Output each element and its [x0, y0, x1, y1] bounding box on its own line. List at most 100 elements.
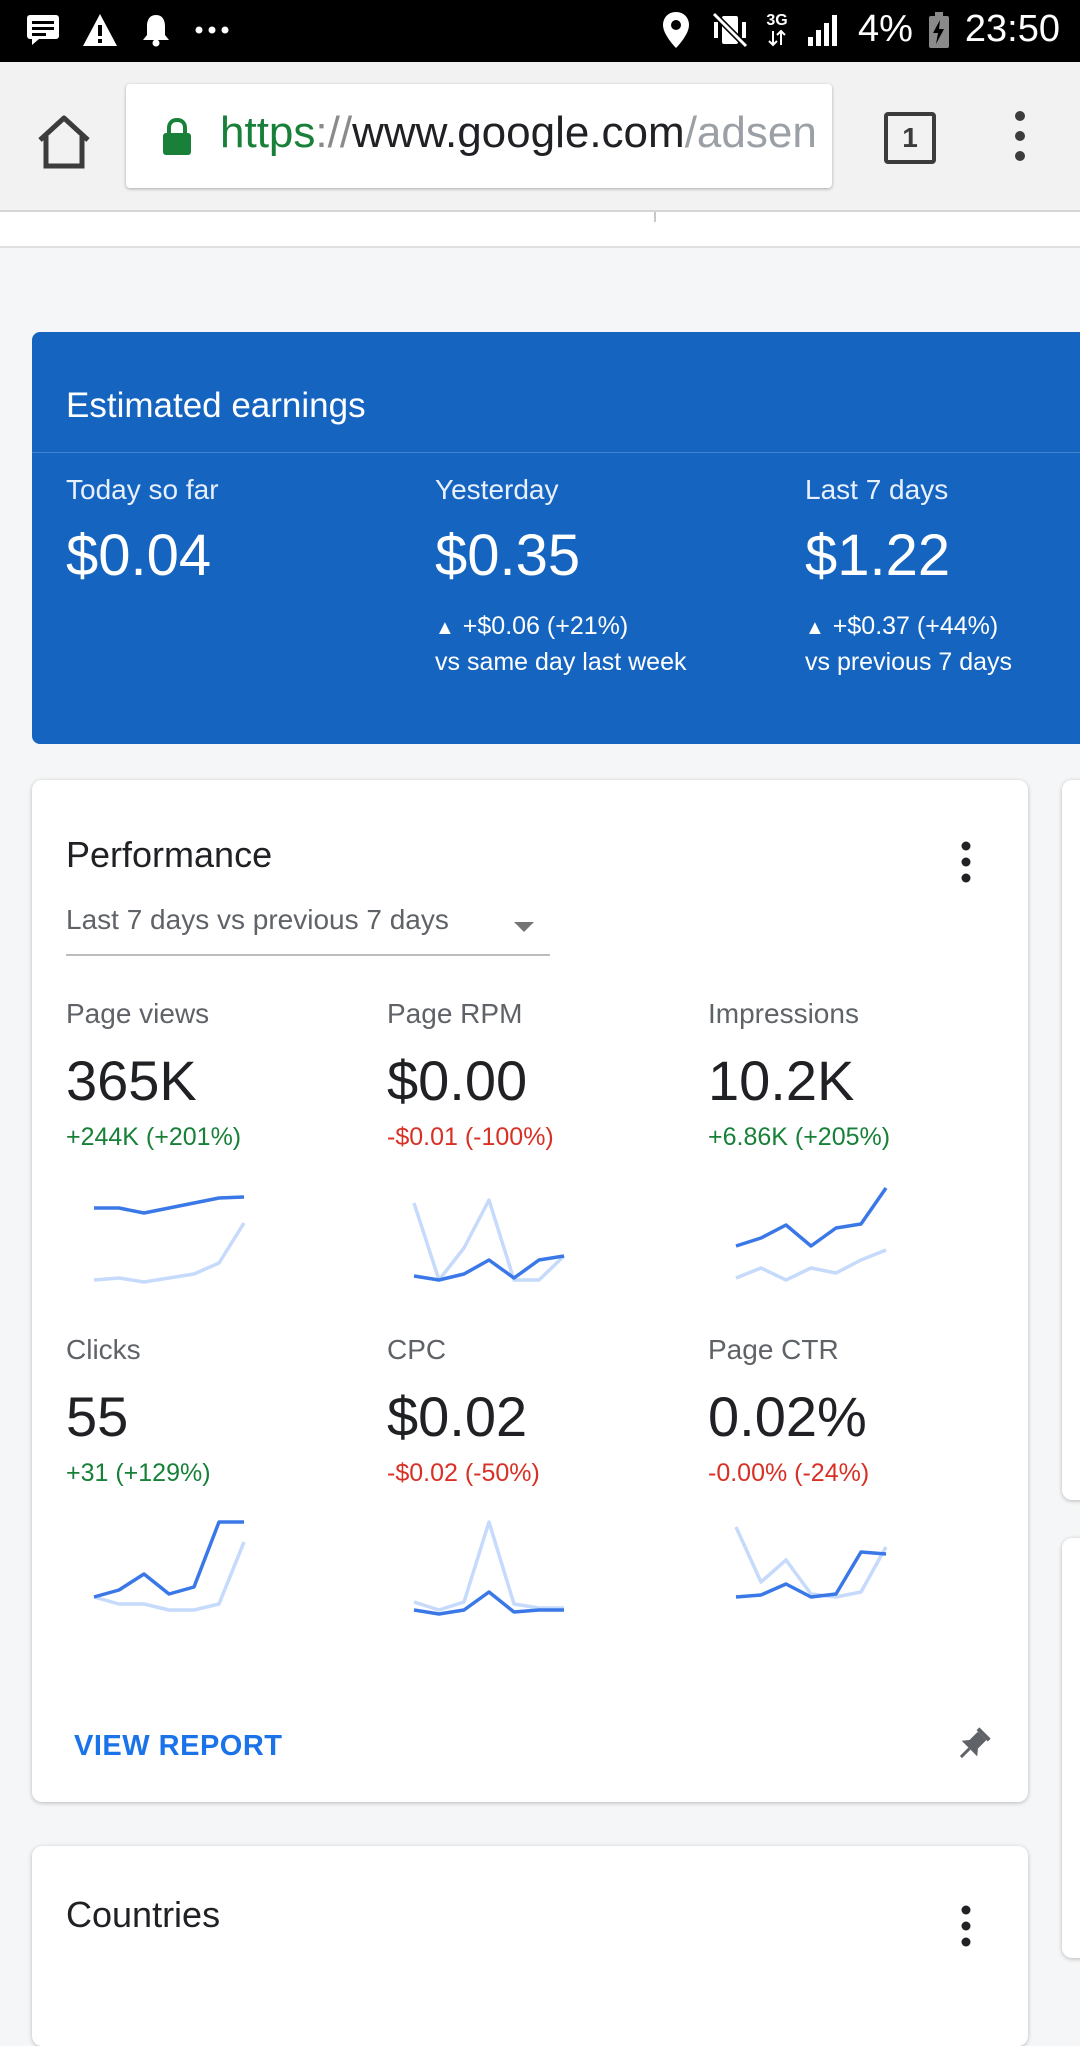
metric-value: 365K	[66, 1049, 197, 1112]
status-bar: 3G 4% 23:50	[0, 0, 1080, 62]
sparkline-current-series	[735, 1187, 888, 1248]
metric-value: 0.02%	[708, 1385, 867, 1448]
up-triangle-icon: ▲	[805, 617, 825, 639]
next-card-peek	[1062, 780, 1080, 1500]
lock-icon	[162, 117, 192, 161]
more-icon	[192, 10, 232, 50]
earnings-delta-value: +$0.06 (+21%)	[462, 612, 629, 640]
earnings-delta: ▲ +$0.37 (+44%) vs previous 7 days	[805, 609, 1012, 679]
sparkline-clicks	[93, 1520, 246, 1612]
sparkline-current-series	[413, 1254, 565, 1282]
sparkline-page-ctr	[734, 1526, 888, 1599]
metric-delta: -$0.01 (-100%)	[387, 1123, 554, 1151]
url-scheme: https	[220, 108, 316, 157]
metric-impressions[interactable]: Impressions 10.2K +6.86K (+205%)	[708, 998, 1008, 1152]
more-vert-icon	[1015, 111, 1025, 161]
estimated-earnings-card[interactable]: Estimated earnings Today so far $0.04 Ye…	[32, 332, 1080, 744]
metric-label: Impressions	[708, 998, 859, 1029]
metric-delta: +31 (+129%)	[66, 1459, 211, 1487]
sparkline-impressions	[735, 1187, 888, 1282]
view-report-link[interactable]: VIEW REPORT	[74, 1730, 283, 1762]
earnings-yesterday: Yesterday $0.35 ▲ +$0.06 (+21%) vs same d…	[435, 474, 687, 679]
sparkline-current-series	[735, 1550, 887, 1599]
metric-label: Clicks	[66, 1334, 141, 1365]
signal-icon	[804, 10, 844, 50]
message-icon	[24, 10, 64, 50]
metric-page-views[interactable]: Page views 365K +244K (+201%)	[66, 998, 366, 1152]
countries-more-button[interactable]	[958, 1904, 974, 1948]
sparkline-page-rpm	[412, 1198, 566, 1282]
earnings-label: Today so far	[66, 474, 219, 505]
next-card-peek	[1062, 1538, 1080, 1958]
earnings-compare: vs same day last week	[435, 648, 687, 676]
performance-title: Performance	[66, 834, 273, 875]
network-type: 3G	[766, 11, 788, 29]
performance-more-button[interactable]	[958, 840, 974, 884]
url-text: https://www.google.com/adsen	[220, 108, 817, 158]
metric-cpc[interactable]: CPC $0.02 -$0.02 (-50%)	[387, 1334, 687, 1488]
metric-value: 10.2K	[708, 1049, 855, 1112]
url-host: www.google.com	[352, 108, 685, 157]
metric-value: $0.02	[387, 1385, 528, 1448]
metric-label: Page views	[66, 998, 210, 1029]
metric-delta: -0.00% (-24%)	[708, 1459, 870, 1487]
dropdown-caret-icon	[514, 922, 534, 932]
countries-card: Countries	[32, 1846, 1028, 2046]
home-icon	[38, 115, 90, 169]
sparkline-current-series	[93, 1520, 244, 1599]
sparkline-current-series	[94, 1195, 245, 1215]
metric-delta: -$0.02 (-50%)	[387, 1459, 540, 1487]
earnings-compare: vs previous 7 days	[805, 648, 1013, 676]
browser-menu-button[interactable]	[1000, 106, 1040, 166]
home-button[interactable]	[32, 110, 96, 174]
notification-bell-icon	[136, 10, 176, 50]
countries-title: Countries	[66, 1894, 221, 1935]
sparkline-previous-series	[93, 1541, 246, 1612]
performance-card: Performance Last 7 days vs previous 7 da…	[32, 780, 1028, 1802]
sparkline-previous-series	[735, 1248, 887, 1282]
earnings-delta-value: +$0.37 (+44%)	[832, 612, 999, 640]
more-vert-icon	[961, 841, 971, 883]
date-range-value: Last 7 days vs previous 7 days	[66, 904, 449, 935]
earnings-value: $0.35	[435, 523, 581, 588]
metric-clicks[interactable]: Clicks 55 +31 (+129%)	[66, 1334, 366, 1488]
mute-vibrate-icon	[710, 10, 750, 50]
metric-value: $0.00	[387, 1049, 528, 1112]
metric-delta: +244K (+201%)	[66, 1123, 242, 1151]
metric-value: 55	[66, 1385, 129, 1448]
sparkline-previous-series	[734, 1526, 888, 1599]
more-vert-icon	[961, 1905, 971, 1947]
url-separator: ://	[315, 108, 353, 157]
up-triangle-icon: ▲	[435, 617, 455, 639]
earnings-today: Today so far $0.04	[66, 474, 219, 589]
sparkline-cpc	[413, 1520, 564, 1616]
earnings-label: Last 7 days	[805, 474, 949, 505]
metric-label: Page RPM	[387, 998, 523, 1029]
pin-icon	[959, 1727, 991, 1759]
sparkline-previous-series	[93, 1222, 246, 1284]
earnings-value: $0.04	[66, 523, 212, 588]
battery-percent: 4%	[857, 8, 913, 50]
sparkline-current-series	[413, 1590, 564, 1616]
metric-page-rpm[interactable]: Page RPM $0.00 -$0.01 (-100%)	[387, 998, 687, 1152]
page-content: Estimated earnings Today so far $0.04 Ye…	[0, 212, 1080, 2046]
location-icon	[656, 10, 696, 50]
network-3g-icon: 3G	[764, 10, 790, 50]
sparkline-page-views	[93, 1195, 246, 1284]
warning-icon	[80, 10, 120, 50]
date-range-select[interactable]: Last 7 days vs previous 7 days	[66, 900, 550, 956]
url-bar[interactable]: https://www.google.com/adsen	[126, 84, 832, 188]
metric-label: Page CTR	[708, 1334, 839, 1365]
top-strip	[0, 212, 1080, 248]
earnings-title: Estimated earnings	[66, 386, 366, 425]
metric-label: CPC	[387, 1334, 447, 1365]
earnings-delta: ▲ +$0.06 (+21%) vs same day last week	[435, 609, 687, 679]
tab-switcher-button[interactable]: 1	[884, 112, 936, 164]
sparkline-previous-series	[412, 1198, 566, 1282]
sparkline-previous-series	[413, 1520, 564, 1612]
pin-button[interactable]	[952, 1724, 994, 1766]
clock: 23:50	[964, 8, 1060, 50]
metric-page-ctr[interactable]: Page CTR 0.02% -0.00% (-24%)	[708, 1334, 1008, 1488]
metric-delta: +6.86K (+205%)	[708, 1123, 891, 1151]
battery-charging-icon	[927, 10, 951, 50]
